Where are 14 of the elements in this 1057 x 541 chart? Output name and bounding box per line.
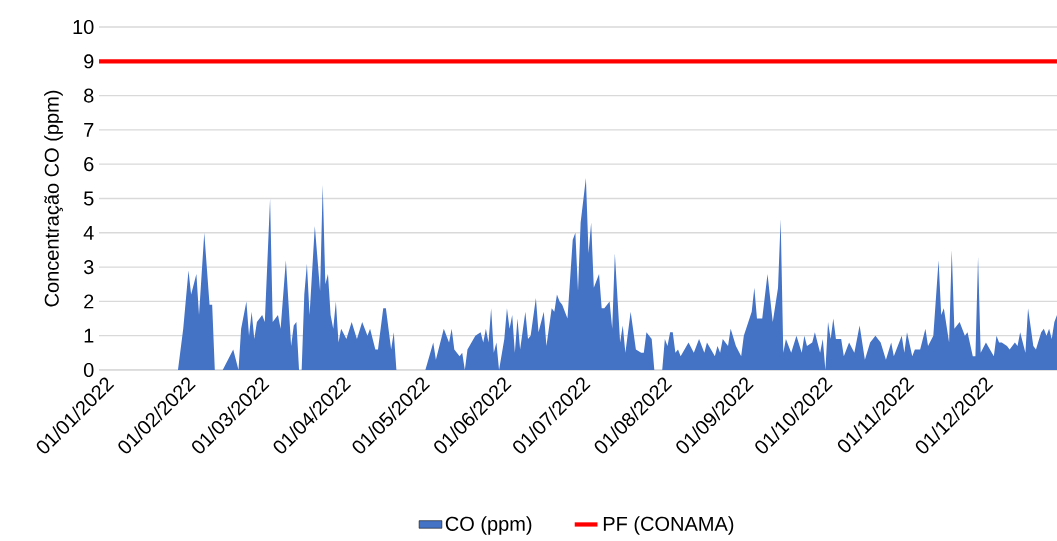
y-tick-label: 4 [83,225,94,240]
y-tick-label: 6 [84,157,94,172]
y-tick-label: 10 [73,19,94,35]
y-tick-label: 7 [84,123,94,137]
y-axis-title: Concentração CO (ppm) [44,90,63,307]
y-tick-label: 1 [84,328,94,343]
legend-label: PF (CONAMA) [603,516,734,535]
y-tick-label: 5 [83,191,94,206]
y-tick-label: 9 [84,54,94,69]
legend-label: CO (ppm) [445,516,532,535]
y-tick-label: 2 [84,294,94,309]
y-tick-label: 8 [84,88,94,103]
y-tick-label: 3 [83,260,94,275]
y-tick-label: 0 [83,362,94,378]
